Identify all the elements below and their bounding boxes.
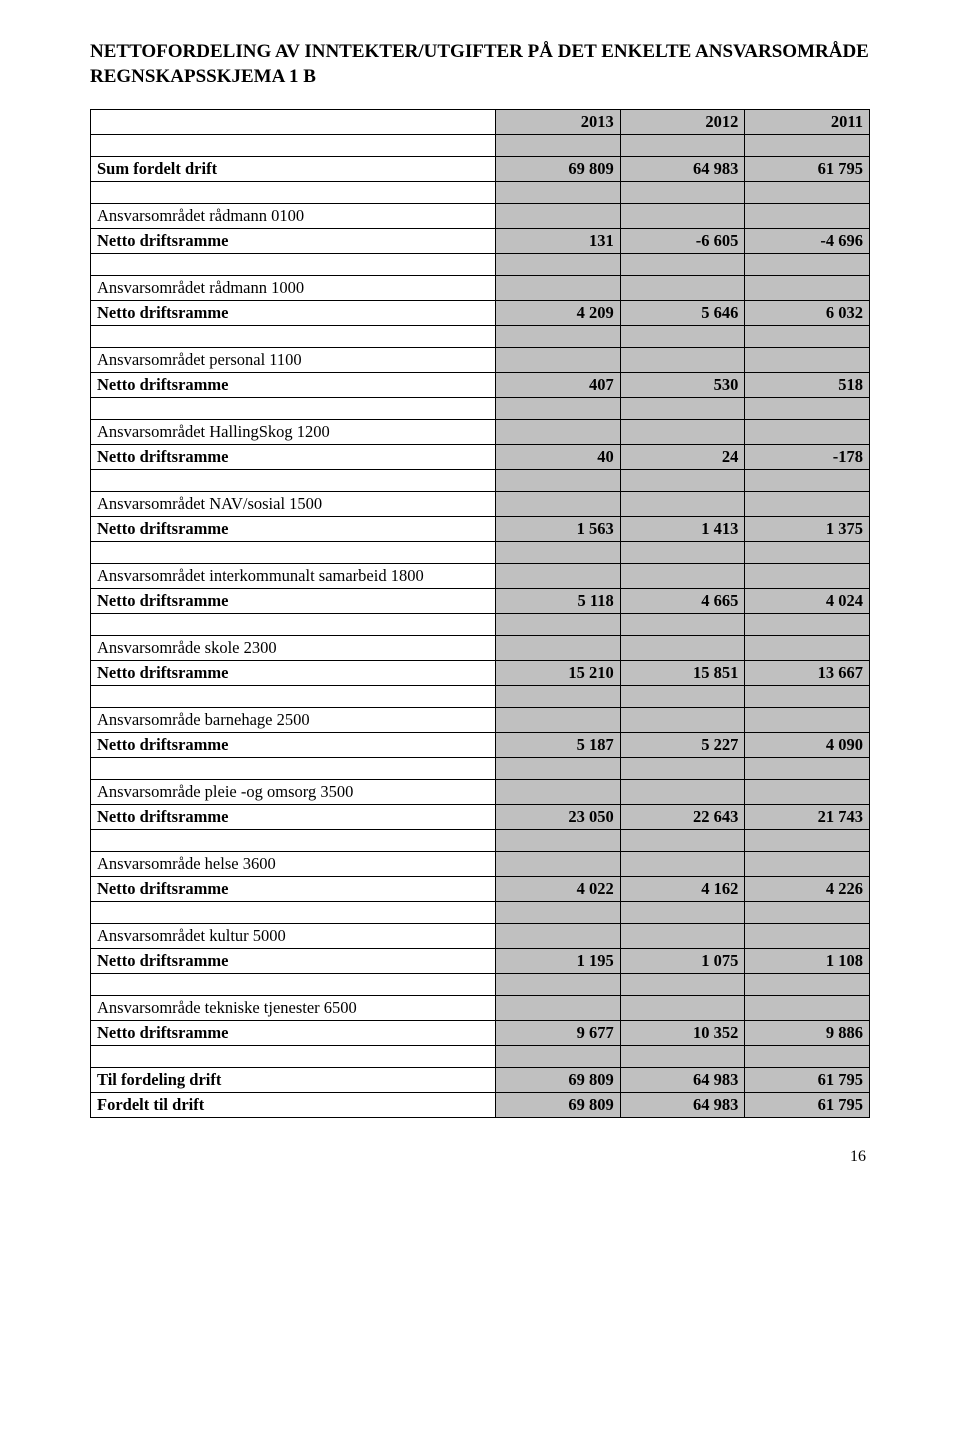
netto-driftsramme-label: Netto driftsramme: [91, 661, 496, 686]
netto-driftsramme-label: Netto driftsramme: [91, 1021, 496, 1046]
netto-driftsramme-label: Netto driftsramme: [91, 301, 496, 326]
area-label: Ansvarsområde pleie -og omsorg 3500: [91, 780, 496, 805]
header-empty: [91, 110, 496, 135]
footer-value: 64 983: [620, 1093, 745, 1118]
netto-value: 4 209: [496, 301, 621, 326]
sum-fordelt-label: Sum fordelt drift: [91, 157, 496, 182]
netto-value: 4 226: [745, 877, 870, 902]
netto-driftsramme-label: Netto driftsramme: [91, 733, 496, 758]
netto-value: 530: [620, 373, 745, 398]
netto-value: 23 050: [496, 805, 621, 830]
netto-value: 131: [496, 229, 621, 254]
col-2011: 2011: [745, 110, 870, 135]
col-2012: 2012: [620, 110, 745, 135]
area-label: Ansvarsområde barnehage 2500: [91, 708, 496, 733]
page-title: NETTOFORDELING AV INNTEKTER/UTGIFTER PÅ …: [90, 40, 870, 89]
netto-driftsramme-label: Netto driftsramme: [91, 805, 496, 830]
netto-value: 9 677: [496, 1021, 621, 1046]
sum-fordelt-2011: 61 795: [745, 157, 870, 182]
netto-value: 4 665: [620, 589, 745, 614]
sum-fordelt-2012: 64 983: [620, 157, 745, 182]
netto-value: 13 667: [745, 661, 870, 686]
netto-driftsramme-label: Netto driftsramme: [91, 877, 496, 902]
netto-value: 1 108: [745, 949, 870, 974]
footer-value: 64 983: [620, 1068, 745, 1093]
netto-value: 4 022: [496, 877, 621, 902]
page-number: 16: [90, 1148, 870, 1166]
netto-value: 407: [496, 373, 621, 398]
netto-driftsramme-label: Netto driftsramme: [91, 373, 496, 398]
area-label: Ansvarsområde helse 3600: [91, 852, 496, 877]
netto-value: 1 563: [496, 517, 621, 542]
netto-value: 40: [496, 445, 621, 470]
netto-value: 15 210: [496, 661, 621, 686]
netto-driftsramme-label: Netto driftsramme: [91, 517, 496, 542]
area-label: Ansvarsområdet NAV/sosial 1500: [91, 492, 496, 517]
netto-value: -178: [745, 445, 870, 470]
area-label: Ansvarsområde tekniske tjenester 6500: [91, 996, 496, 1021]
netto-value: 5 118: [496, 589, 621, 614]
netto-value: 1 195: [496, 949, 621, 974]
footer-value: 61 795: [745, 1093, 870, 1118]
footer-value: 69 809: [496, 1068, 621, 1093]
area-label: Ansvarsområdet rådmann 0100: [91, 204, 496, 229]
netto-driftsramme-label: Netto driftsramme: [91, 229, 496, 254]
netto-value: 1 375: [745, 517, 870, 542]
area-label: Ansvarsområde skole 2300: [91, 636, 496, 661]
netto-value: -4 696: [745, 229, 870, 254]
area-label: Ansvarsområdet interkommunalt samarbeid …: [91, 564, 496, 589]
footer-value: 61 795: [745, 1068, 870, 1093]
netto-value: 6 032: [745, 301, 870, 326]
netto-value: 24: [620, 445, 745, 470]
netto-value: 1 075: [620, 949, 745, 974]
netto-value: 21 743: [745, 805, 870, 830]
netto-value: 518: [745, 373, 870, 398]
netto-value: 5 187: [496, 733, 621, 758]
footer-label: Til fordeling drift: [91, 1068, 496, 1093]
col-2013: 2013: [496, 110, 621, 135]
area-label: Ansvarsområdet rådmann 1000: [91, 276, 496, 301]
area-label: Ansvarsområdet personal 1100: [91, 348, 496, 373]
netto-value: 10 352: [620, 1021, 745, 1046]
regnskap-table: 201320122011Sum fordelt drift69 80964 98…: [90, 109, 870, 1118]
netto-value: 4 162: [620, 877, 745, 902]
sum-fordelt-2013: 69 809: [496, 157, 621, 182]
netto-value: 4 024: [745, 589, 870, 614]
netto-value: 9 886: [745, 1021, 870, 1046]
area-label: Ansvarsområdet kultur 5000: [91, 924, 496, 949]
netto-value: 4 090: [745, 733, 870, 758]
netto-value: 5 646: [620, 301, 745, 326]
netto-driftsramme-label: Netto driftsramme: [91, 949, 496, 974]
netto-value: 22 643: [620, 805, 745, 830]
footer-value: 69 809: [496, 1093, 621, 1118]
netto-value: 1 413: [620, 517, 745, 542]
netto-driftsramme-label: Netto driftsramme: [91, 445, 496, 470]
netto-value: 15 851: [620, 661, 745, 686]
netto-value: 5 227: [620, 733, 745, 758]
area-label: Ansvarsområdet HallingSkog 1200: [91, 420, 496, 445]
netto-driftsramme-label: Netto driftsramme: [91, 589, 496, 614]
footer-label: Fordelt til drift: [91, 1093, 496, 1118]
netto-value: -6 605: [620, 229, 745, 254]
